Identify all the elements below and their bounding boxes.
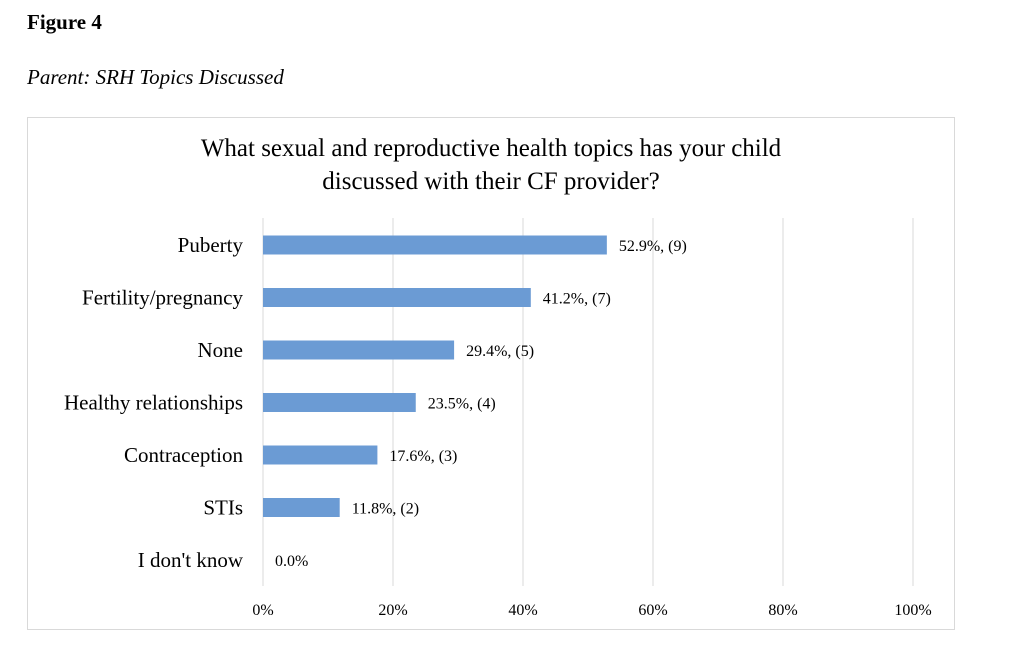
data-label: 23.5%, (4) [428, 396, 496, 413]
category-labels: Puberty Fertility/pregnancy None Healthy re… [64, 233, 244, 572]
chart-title-line-1: What sexual and reproductive health topi… [201, 135, 782, 162]
figure-caption: Parent: SRH Topics Discussed [27, 65, 284, 89]
bar [263, 393, 416, 412]
bar [263, 340, 455, 360]
x-tick-label: 0% [252, 602, 273, 619]
data-label: 0.0% [275, 553, 308, 570]
category-label: STIs [203, 496, 243, 520]
bar [263, 235, 607, 255]
category-label: Contraception [124, 443, 243, 467]
bar [263, 288, 531, 307]
x-tick-label: 40% [508, 602, 537, 619]
chart-title-line-2: discussed with their CF provider? [322, 168, 659, 195]
bars [263, 235, 607, 517]
figure-label: Figure 4 [27, 10, 102, 34]
chart-frame [27, 117, 955, 630]
category-label: Healthy relationships [64, 391, 243, 415]
x-tick-label: 80% [768, 602, 797, 619]
data-label: 41.2%, (7) [543, 291, 611, 308]
category-label: Fertility/pregnancy [82, 286, 243, 310]
bar [263, 445, 378, 465]
category-label: None [198, 338, 244, 362]
x-tick-label: 20% [378, 602, 407, 619]
x-axis-ticks: 0% 20% 40% 60% 80% 100% [252, 602, 931, 619]
data-label: 17.6%, (3) [389, 448, 457, 465]
category-label: I don't know [138, 548, 244, 572]
data-label: 52.9%, (9) [619, 238, 687, 255]
data-label: 11.8%, (2) [352, 501, 419, 518]
category-label: Puberty [178, 233, 244, 257]
bar [263, 498, 340, 517]
x-tick-label: 60% [638, 602, 667, 619]
data-labels: 52.9%, (9) 41.2%, (7) 29.4%, (5) 23.5%, (4)… [275, 238, 687, 570]
x-tick-label: 100% [894, 602, 931, 619]
data-label: 29.4%, (5) [466, 343, 534, 360]
